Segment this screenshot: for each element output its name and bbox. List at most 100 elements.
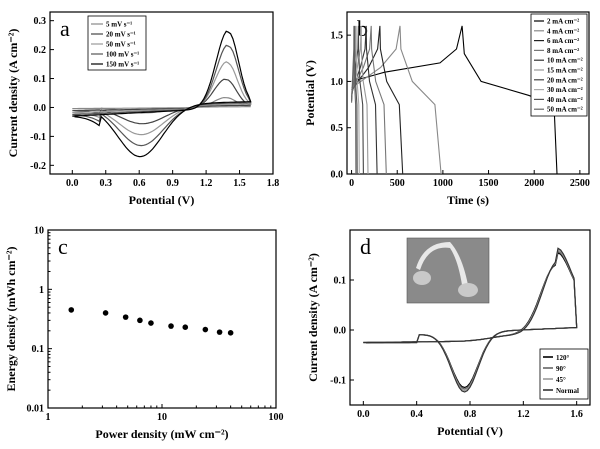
legend-entry: 10 mA cm⁻² [547,57,583,65]
panel-a: 0.0 0.3 0.6 0.9 1.2 1.5 1.8 -0.2 -0.1 0.0 0.1 0.2 0.… [6,11,280,207]
x-axis-label: Time (s) [447,193,489,207]
plot-frame [49,11,274,175]
y-tick-label: 0.0 [334,326,347,337]
series-line [351,25,387,175]
y-tick-label: 0.3 [34,16,47,27]
legend [87,15,147,71]
data-point [122,314,129,320]
y-tick-label: 0.5 [331,123,344,134]
data-point [168,323,174,329]
y-axis-label: Current density (A cm⁻²) [306,253,320,382]
x-tick-label: 10 [157,412,167,423]
y-tick-label: 0.0 [34,103,47,114]
panel-label-c: c [58,234,68,259]
y-tick-label: 10 [34,226,44,237]
plot-frame [47,229,277,409]
x-tick-label: 1.5 [233,178,246,189]
panel-d: 0.0 0.4 0.8 1.2 1.6 -0.1 0.0 0.1 Potential (V) Cu… [306,229,591,438]
x-tick-label: 0.3 [100,178,113,189]
y-tick-label: 0.2 [34,45,47,56]
x-tick-label: 1.2 [517,409,530,420]
panel-label-b: b [357,16,368,41]
series-line [351,25,364,175]
panel-label-a: a [60,16,70,41]
x-axis-label: Power density (mW cm⁻²) [95,427,228,441]
data-point [137,317,143,324]
panel-c: 1 10 100 0.01 0.1 1 10 Power density (mW cm⁻²) E… [4,226,284,442]
x-tick-label: 100 [269,412,284,423]
y-tick-label: 0.1 [32,344,45,355]
data-point [148,320,154,326]
legend-entry: Normal [556,387,579,395]
y-tick-label: -0.2 [30,161,46,172]
legend-entry: 2 mA cm⁻² [547,18,579,26]
y-axis-label: Energy density (mWh cm⁻²) [4,247,18,392]
legend-entry: 15 mA cm⁻² [547,67,583,75]
y-axis-label: Potential (V) [303,60,317,126]
bent-electrode-icon [416,242,468,285]
x-axis-label: Potential (V) [129,193,195,207]
legend-entry: 90° [556,365,566,373]
x-tick-label: 0 [349,178,354,189]
y-tick-label: 1.0 [331,77,344,88]
legend-entry: 20 mV s⁻¹ [106,31,136,39]
legend-entry: 50 mA cm⁻² [547,106,583,114]
x-tick-label: 0.8 [464,409,477,420]
legend-entry: 6 mA cm⁻² [547,37,579,45]
legend-entry: 100 mV s⁻¹ [106,51,139,59]
legend-entry: 8 mA cm⁻² [547,47,579,55]
y-tick-label: 0.0 [331,170,344,181]
y-tick-label: 0.01 [27,404,45,415]
x-tick-label: 1 [46,412,51,423]
panel-b: 0 500 1000 1500 2000 2500 0.0 0.5 1.0 1.5 Time (s)… [303,11,590,207]
x-tick-label: 1.2 [200,178,213,189]
x-tick-label: 0.6 [133,178,146,189]
x-tick-label: 500 [390,178,405,189]
x-tick-label: 1500 [479,178,499,189]
x-tick-label: 1000 [433,178,453,189]
x-tick-label: 0.0 [357,409,370,420]
legend-entry: 20 mA cm⁻² [547,76,583,84]
y-tick-label: -0.1 [30,132,46,143]
x-tick-label: 0.0 [66,178,79,189]
legend-entry: 5 mV s⁻¹ [106,21,132,29]
legend-entry: 40 mA cm⁻² [547,96,583,104]
x-tick-label: 0.4 [410,409,423,420]
data-point [216,329,223,335]
series-line [351,25,404,175]
legend-entry: 4 mA cm⁻² [547,27,579,35]
series-line [72,30,252,158]
y-tick-label: 1 [39,285,44,296]
y-tick-label: 1.5 [331,31,344,42]
y-tick-label: -0.1 [330,376,346,387]
finger-icon [458,283,478,297]
series-line [351,25,378,175]
data-point [182,324,189,331]
legend-entry: 45° [556,376,566,384]
legend-entry: 30 mA cm⁻² [547,86,583,94]
series-line [351,25,357,175]
finger-icon [413,271,431,285]
legend-entry: 50 mV s⁻¹ [106,41,136,49]
data-point [102,310,109,316]
plot-frame [346,11,590,175]
data-point [68,307,75,313]
series-line [72,78,251,125]
inset-photo [406,237,490,304]
data-point [202,326,209,333]
panel-label-d: d [360,234,371,259]
x-axis-label: Potential (V) [437,424,503,438]
x-tick-label: 2000 [524,178,544,189]
y-tick-label: 0.1 [334,276,347,287]
series-line [363,247,578,393]
legend-entry: 120° [556,354,570,362]
x-tick-label: 0.9 [166,178,179,189]
y-axis-label: Current density (A cm⁻²) [6,29,20,158]
data-point [227,330,234,336]
x-tick-label: 1.8 [267,178,280,189]
series-line [351,25,369,175]
x-tick-label: 1.6 [570,409,583,420]
x-tick-label: 2500 [570,178,590,189]
legend-entry: 150 mV s⁻¹ [106,61,139,69]
